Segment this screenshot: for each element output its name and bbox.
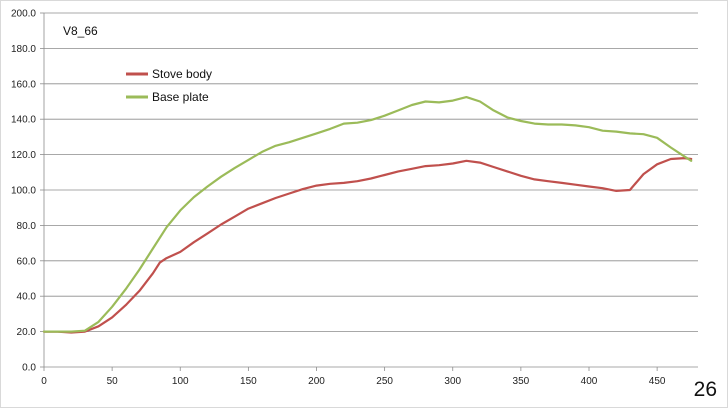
chart-title: V8_66: [63, 24, 98, 38]
x-tick-label: 0: [41, 376, 47, 387]
y-tick-label: 60.0: [17, 256, 37, 267]
y-tick-label: 140.0: [11, 115, 36, 126]
x-tick-label: 150: [240, 376, 257, 387]
x-tick-label: 450: [649, 376, 666, 387]
y-tick-label: 200.0: [11, 9, 36, 20]
y-tick-label: 40.0: [17, 292, 37, 303]
y-tick-label: 180.0: [11, 44, 36, 55]
y-tick-label: 20.0: [17, 327, 37, 338]
y-tick-label: 160.0: [11, 79, 36, 90]
series-line-stove-body: [42, 157, 693, 334]
x-tick-label: 300: [444, 376, 461, 387]
series-line-base-plate: [42, 96, 693, 333]
x-tick-label: 250: [376, 376, 393, 387]
x-tick-label: 350: [513, 376, 530, 387]
y-tick-label: 80.0: [17, 221, 37, 232]
axes: 0.0 20.0 40.0 60.0 80.0 100.0 120.0 140.0 160.0 1…: [11, 9, 666, 388]
x-tick-label: 100: [172, 376, 189, 387]
legend: Stove body Base plate: [126, 67, 212, 104]
y-tick-label: 120.0: [11, 150, 36, 161]
legend-label: Stove body: [152, 67, 212, 81]
gridlines: [44, 12, 698, 368]
x-tick-label: 400: [581, 376, 598, 387]
series-lines: [42, 96, 693, 334]
x-tick-label: 50: [107, 376, 119, 387]
page-number: 26: [694, 378, 717, 401]
y-tick-label: 100.0: [11, 186, 36, 197]
legend-label: Base plate: [152, 90, 209, 104]
y-tick-label: 0.0: [22, 363, 36, 374]
x-tick-label: 200: [308, 376, 325, 387]
